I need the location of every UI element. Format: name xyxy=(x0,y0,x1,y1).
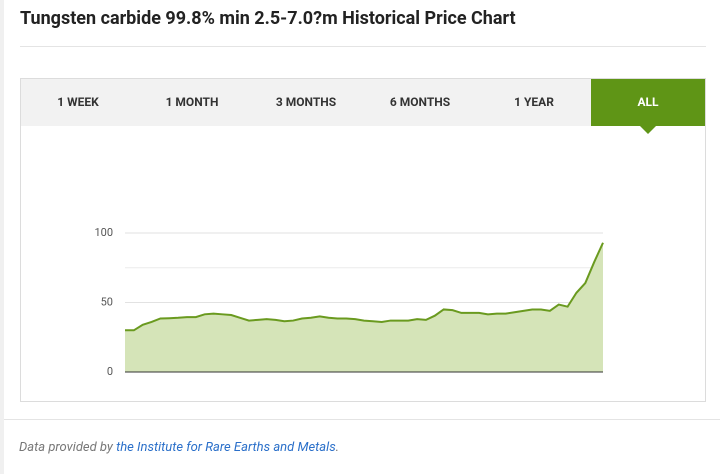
tab[interactable]: ALL xyxy=(591,79,705,134)
tab[interactable]: 3 MONTHS xyxy=(275,95,337,109)
area-fill xyxy=(125,242,603,372)
tab-bar: 1 WEEK 1 MONTH 3 MONTHS 6 MONTHS 1 YEAR ALL xyxy=(21,79,705,134)
footer-text: . xyxy=(335,440,340,455)
chart: 0 50 100 xyxy=(94,226,604,378)
page-title: Tungsten carbide 99.8% min 2.5-7.0?m His… xyxy=(20,8,516,29)
tab[interactable]: 1 WEEK xyxy=(57,95,99,109)
price-line xyxy=(125,242,604,332)
footer: Data provided by the Institute for Rare … xyxy=(19,440,339,455)
side-strip xyxy=(0,0,4,474)
divider xyxy=(4,419,720,420)
footer-text: Data provided by xyxy=(19,440,113,455)
y-tick-label: 100 xyxy=(94,226,113,239)
divider xyxy=(20,46,706,47)
tab[interactable]: 1 MONTH xyxy=(165,95,219,109)
chart-box: 0 50 100 1 WEEK 1 MONTH 3 MONTHS 6 MONTHS 1 YE… xyxy=(20,78,706,402)
y-tick-label: 50 xyxy=(101,295,113,308)
tab[interactable]: 1 YEAR xyxy=(514,95,554,109)
y-tick-label: 0 xyxy=(107,365,113,378)
footer-link[interactable]: the Institute for Rare Earths and Metals xyxy=(116,440,336,455)
tab[interactable]: 6 MONTHS xyxy=(389,95,451,109)
